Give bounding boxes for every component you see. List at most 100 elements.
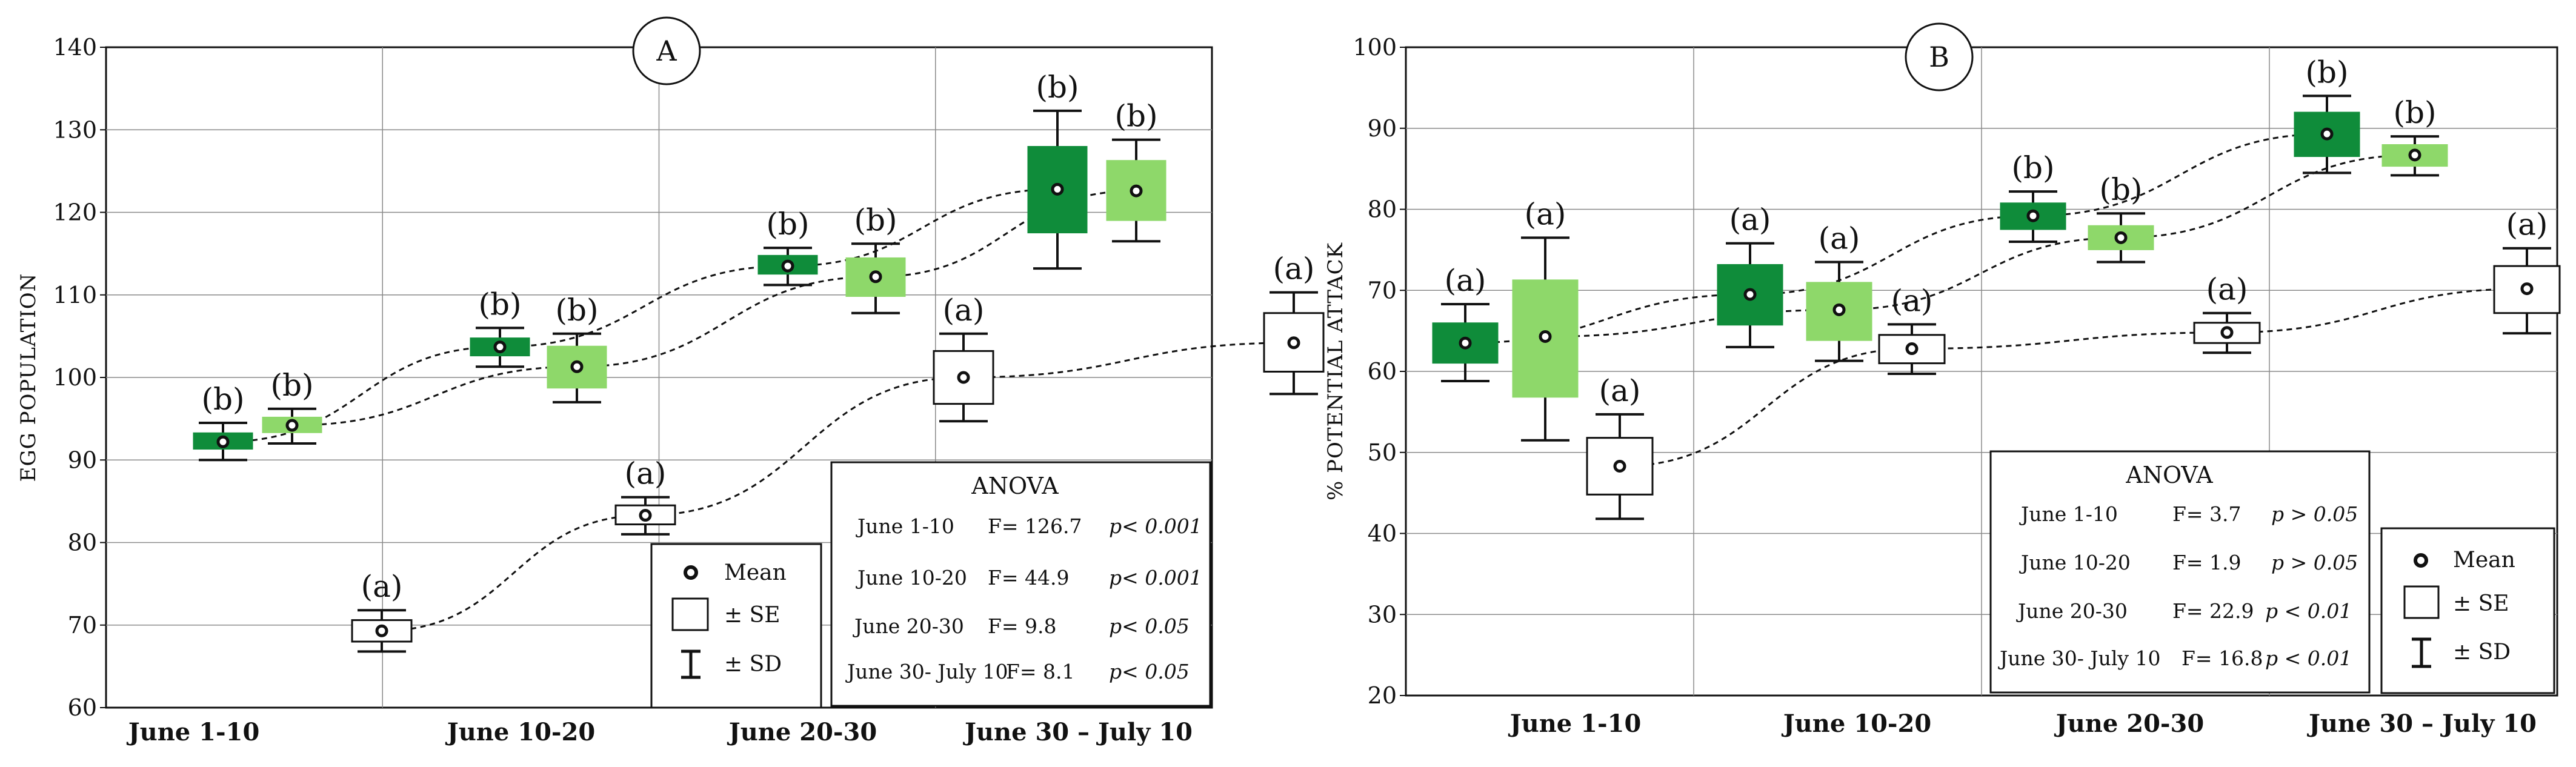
- y-tick-label: 40: [1368, 520, 1397, 547]
- significance-label: (b): [766, 207, 809, 242]
- significance-label: (a): [2206, 272, 2248, 307]
- legend-se-icon: [2403, 585, 2440, 619]
- x-category-label: June 1-10: [1508, 709, 1642, 738]
- trend-line: [381, 342, 1294, 632]
- anova-period: June 20-30: [2016, 599, 2128, 623]
- anova-p: p< 0.001: [1109, 566, 1202, 589]
- mean-marker: [2408, 148, 2421, 162]
- legend-se-label: ± SE: [724, 603, 780, 628]
- significance-labels: (a) (a) (b) (b) (a) (a) (b) (b) (a) (a) (a) (a): [1445, 55, 2548, 408]
- mean-marker: [1832, 303, 1846, 316]
- boxes: [1432, 95, 2561, 520]
- y-axis-label: % POTENTIAL ATTACK: [1323, 242, 1348, 500]
- x-category-label: June 1-10: [127, 718, 260, 746]
- trend-line: [1465, 133, 2328, 344]
- mean-marker: [957, 371, 970, 384]
- anova-period: June 10-20: [856, 566, 967, 589]
- anova-f: F= 3.7: [2172, 502, 2242, 526]
- mean-marker: [1613, 459, 1626, 473]
- y-axis-label: EGG POPULATION: [16, 273, 41, 482]
- anova-f: F= 126.7: [988, 514, 1082, 538]
- anova-period: June 20-30: [853, 614, 964, 638]
- mean-marker: [1905, 342, 1919, 356]
- anova-f: F= 22.9: [2172, 599, 2254, 623]
- significance-label: (a): [1599, 373, 1641, 408]
- y-tick-label: 80: [68, 530, 97, 556]
- anova-f: F= 9.8: [988, 614, 1057, 638]
- mean-marker: [2114, 231, 2128, 244]
- significance-label: (a): [943, 293, 985, 328]
- anova-p: p< 0.05: [1109, 660, 1190, 683]
- anova-title: ANOVA: [971, 473, 1059, 499]
- x-category-label: June 30 – July 10: [963, 718, 1193, 746]
- x-category-label: June 30 – July 10: [2307, 709, 2537, 738]
- trend-line: [222, 188, 1058, 443]
- y-tick-label: 100: [53, 364, 97, 391]
- panel-b: 20 30 40 50 60 70 80 90 100 (a) (a) (b) (b) (a) (a) (b…: [1323, 22, 2561, 738]
- significance-label: (a): [1273, 251, 1315, 287]
- x-category-label: June 20-30: [727, 718, 877, 746]
- significance-label: (b): [2011, 150, 2054, 185]
- x-axis-categories: June 1-10 June 10-20 June 20-30 June 30 – J…: [1508, 709, 2537, 738]
- mean-marker: [2220, 326, 2234, 339]
- mean-marker: [1459, 336, 1472, 350]
- anova-f: F= 1.9: [2172, 551, 2242, 574]
- x-category-label: June 10-20: [445, 718, 595, 746]
- anova-p: p < 0.01: [2265, 599, 2352, 623]
- significance-label: (a): [625, 456, 667, 491]
- anova-period: June 10-20: [2019, 551, 2131, 574]
- mean-marker: [1287, 336, 1300, 350]
- significance-label: (a): [2506, 207, 2548, 242]
- significance-label: (a): [1891, 283, 1933, 318]
- significance-label: (b): [478, 287, 521, 322]
- anova-f: F= 44.9: [988, 566, 1070, 589]
- y-tick-label: 100: [1353, 34, 1397, 61]
- significance-labels: (b) (b) (b) (b) (b) (b) (b) (b) (a) (a) (a) (a): [201, 70, 1314, 604]
- significance-label: (a): [361, 569, 403, 604]
- mean-marker: [216, 435, 230, 448]
- trend-line: [1619, 288, 2528, 467]
- legend-mean-label: Mean: [724, 560, 787, 585]
- trend-lines: [222, 188, 1294, 632]
- anova-p: p < 0.01: [2265, 646, 2352, 670]
- legend-se-icon: [671, 597, 709, 631]
- mean-marker: [375, 624, 388, 637]
- significance-label: (b): [2099, 172, 2142, 207]
- trend-line: [291, 190, 1137, 427]
- significance-label: (b): [2393, 95, 2436, 130]
- y-tick-label: 130: [53, 116, 97, 143]
- mean-marker: [493, 340, 507, 354]
- anova-table-a: ANOVA June 1-10 F= 126.7 p< 0.001 June 1…: [830, 461, 1211, 707]
- significance-label: (b): [1114, 99, 1157, 134]
- panel-label-b: B: [1905, 22, 1974, 91]
- mean-marker: [2520, 282, 2534, 296]
- y-tick-label: 70: [1368, 277, 1397, 304]
- mean-marker: [2320, 127, 2334, 141]
- x-category-label: June 10-20: [1782, 709, 1931, 738]
- mean-marker: [1743, 288, 1757, 301]
- anova-p: p< 0.001: [1109, 514, 1202, 538]
- trend-line: [1545, 154, 2415, 337]
- mean-marker: [1130, 184, 1143, 198]
- mean-marker: [639, 509, 652, 522]
- legend-sd-label: ± SD: [2453, 640, 2511, 665]
- significance-label: (b): [555, 293, 598, 328]
- significance-label: (a): [1525, 196, 1566, 231]
- significance-label: (a): [1819, 221, 1860, 256]
- anova-p: p< 0.05: [1109, 614, 1190, 638]
- significance-label: (b): [2305, 55, 2348, 90]
- mean-marker: [2026, 209, 2040, 222]
- anova-f: F= 8.1: [1006, 660, 1075, 683]
- anova-p: p > 0.05: [2271, 551, 2358, 574]
- boxes: [193, 109, 1325, 653]
- mean-marker: [570, 360, 584, 373]
- legend-b: Mean ± SE ± SD: [2380, 527, 2555, 694]
- significance-label: (b): [854, 202, 897, 237]
- panel-label-a: A: [632, 16, 701, 85]
- legend-sd-label: ± SD: [724, 652, 782, 677]
- significance-label: (a): [1445, 263, 1486, 298]
- y-tick-label: 90: [68, 447, 97, 473]
- significance-label: (a): [1729, 202, 1771, 237]
